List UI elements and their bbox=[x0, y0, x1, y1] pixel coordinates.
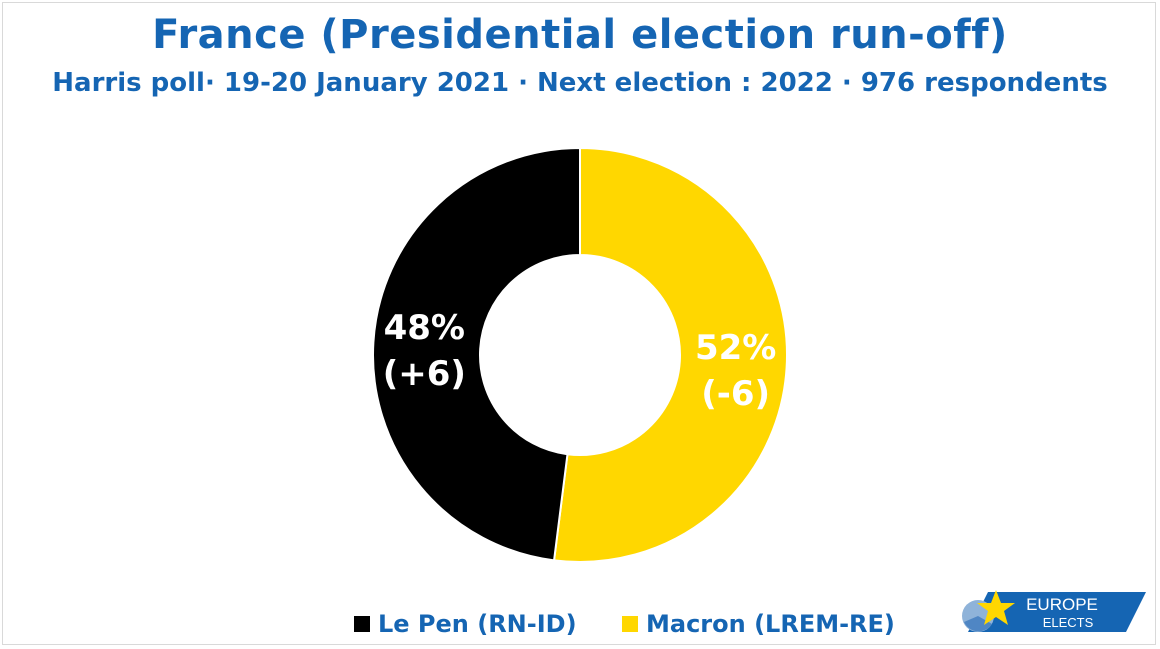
legend-swatch-lepen bbox=[354, 616, 370, 632]
slice-change-label-1: (+6) bbox=[383, 354, 466, 394]
logo-globe-shade bbox=[964, 616, 992, 632]
legend-label-lepen: Le Pen (RN-ID) bbox=[378, 610, 577, 638]
chart-subtitle: Harris poll· 19-20 January 2021 · Next e… bbox=[52, 68, 1108, 98]
donut-chart: 52% (-6) 48% (+6) bbox=[372, 146, 788, 563]
chart-title: France (Presidential election run-off) bbox=[152, 12, 1008, 58]
logo-text-europe: EUROPE bbox=[1026, 595, 1098, 614]
legend-label-macron: Macron (LREM-RE) bbox=[646, 610, 895, 638]
legend-item-macron: Macron (LREM-RE) bbox=[622, 608, 895, 640]
slice-change-label-0: (-6) bbox=[701, 374, 770, 414]
logo-banner bbox=[968, 592, 1146, 632]
legend-swatch-macron bbox=[622, 616, 638, 632]
slice-value-label-0: 52% bbox=[695, 328, 776, 368]
star-icon bbox=[977, 590, 1015, 625]
slice-value-label-1: 48% bbox=[384, 308, 465, 348]
donut-slice-1 bbox=[372, 146, 581, 562]
legend-item-lepen: Le Pen (RN-ID) bbox=[354, 608, 577, 640]
logo-text-elects: ELECTS bbox=[1043, 615, 1094, 630]
donut-slice-0 bbox=[552, 146, 788, 563]
europe-elects-logo: EUROPE ELECTS bbox=[962, 590, 1146, 632]
